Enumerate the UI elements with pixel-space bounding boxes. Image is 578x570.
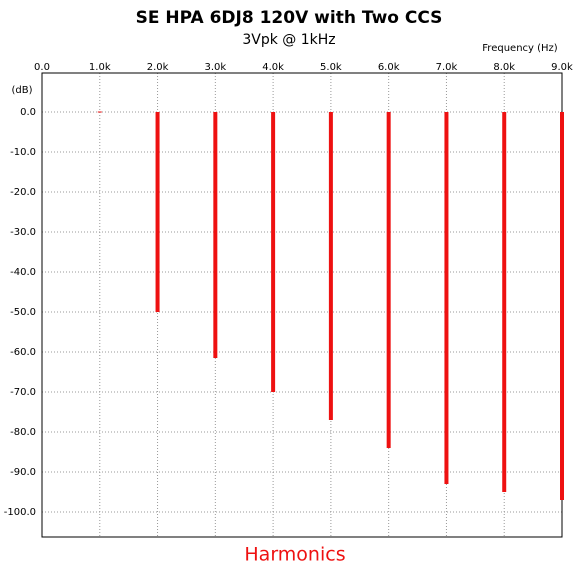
x-tick-label: 8.0k [493, 62, 515, 73]
bar [155, 112, 160, 312]
bar [560, 112, 564, 500]
bar [271, 112, 276, 392]
chart-subtitle: 3Vpk @ 1kHz [242, 32, 335, 48]
x-axis-label: Frequency (Hz) [482, 43, 558, 54]
y-tick-label: -50.0 [10, 307, 36, 318]
y-axis-label: (dB) [11, 85, 32, 96]
bar [502, 112, 507, 492]
bar [97, 111, 102, 113]
x-tick-label: 9.0k [551, 62, 573, 73]
y-tick-label: -90.0 [10, 467, 36, 478]
x-tick-label: 0.0 [34, 62, 50, 73]
y-tick-label: -10.0 [10, 147, 36, 158]
x-tick-label: 6.0k [378, 62, 400, 73]
y-tick-label: -100.0 [4, 507, 36, 518]
y-tick-label: -80.0 [10, 427, 36, 438]
plot-frame [41, 72, 563, 538]
x-tick-label: 1.0k [89, 62, 111, 73]
annotation: Harmonics [244, 544, 345, 566]
chart-title: SE HPA 6DJ8 120V with Two CCS [136, 8, 443, 28]
x-tick-label: 3.0k [204, 62, 226, 73]
bar [328, 112, 333, 420]
bar [213, 112, 218, 358]
x-tick-label: 7.0k [436, 62, 458, 73]
y-tick-label: -40.0 [10, 267, 36, 278]
bar [444, 112, 449, 484]
x-tick-label: 5.0k [320, 62, 342, 73]
x-tick-label: 2.0k [147, 62, 169, 73]
y-tick-label: -20.0 [10, 187, 36, 198]
bar [386, 112, 391, 448]
y-tick-label: -70.0 [10, 387, 36, 398]
y-tick-label: -60.0 [10, 347, 36, 358]
x-tick-label: 4.0k [262, 62, 284, 73]
y-tick-label: -30.0 [10, 227, 36, 238]
y-tick-label: 0.0 [20, 107, 36, 118]
